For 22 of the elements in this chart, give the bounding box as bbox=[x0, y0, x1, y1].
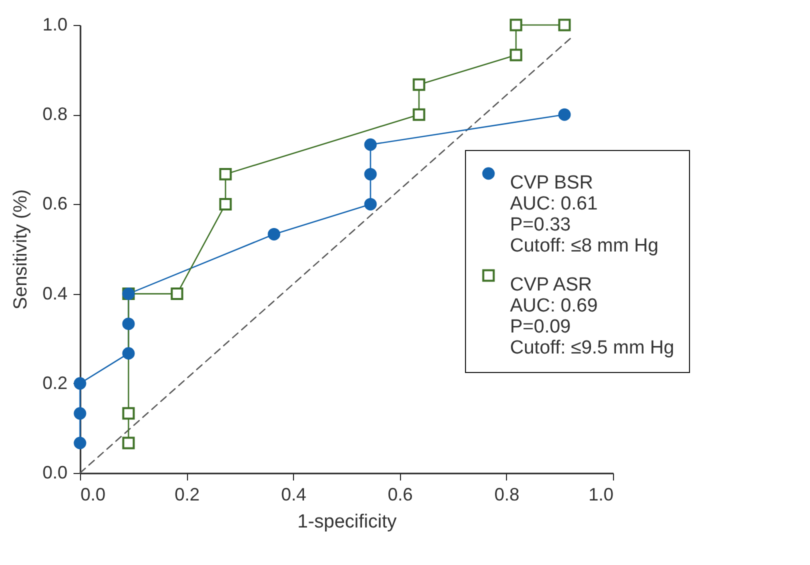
y-tick-label: 0.8 bbox=[42, 104, 68, 124]
y-tick-label: 0.4 bbox=[42, 283, 68, 304]
x-tick-label: 1.0 bbox=[588, 484, 614, 504]
legend-label: CVP ASR bbox=[510, 274, 592, 296]
x-tick-label: 0.2 bbox=[174, 484, 200, 504]
y-tick-label: 0.2 bbox=[42, 372, 68, 393]
y-tick-label: 1.0 bbox=[42, 14, 68, 34]
annotation: Cutoff: ≤9.5 mm Hg bbox=[510, 338, 674, 358]
x-tick-label: 0.8 bbox=[494, 484, 520, 504]
annotation: AUC: 0.69 bbox=[510, 296, 598, 316]
x-tick-label: 0.6 bbox=[388, 484, 413, 504]
annotation: P=0.09 bbox=[510, 316, 571, 338]
y-axis-title: Sensitivity (%) bbox=[10, 189, 32, 310]
x-tick-label: 0.4 bbox=[281, 484, 306, 504]
annotation: AUC: 0.61 bbox=[510, 194, 598, 214]
x-tick-label: 0.0 bbox=[80, 484, 106, 504]
annotation: P=0.33 bbox=[510, 214, 571, 236]
y-tick-label: 0.0 bbox=[42, 462, 68, 482]
legend-label: CVP BSR bbox=[510, 172, 594, 194]
x-axis-title: 1-specificity bbox=[297, 512, 398, 532]
y-tick-label: 0.6 bbox=[42, 194, 68, 214]
annotation: Cutoff: ≤8 mm Hg bbox=[510, 236, 658, 256]
